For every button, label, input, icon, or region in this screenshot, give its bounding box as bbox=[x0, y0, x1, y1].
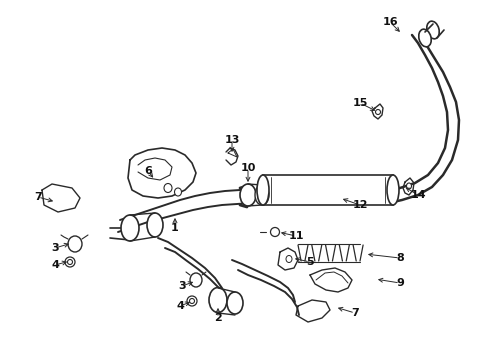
Ellipse shape bbox=[254, 185, 268, 205]
Text: 6: 6 bbox=[144, 166, 152, 176]
Text: 4: 4 bbox=[51, 260, 59, 270]
Text: 7: 7 bbox=[34, 192, 42, 202]
Text: 14: 14 bbox=[409, 190, 425, 200]
Ellipse shape bbox=[285, 256, 291, 262]
Ellipse shape bbox=[147, 213, 163, 237]
Ellipse shape bbox=[174, 188, 181, 196]
Ellipse shape bbox=[406, 183, 411, 189]
Text: 15: 15 bbox=[351, 98, 367, 108]
Text: 2: 2 bbox=[214, 313, 222, 323]
Ellipse shape bbox=[426, 21, 438, 39]
Ellipse shape bbox=[163, 184, 172, 193]
Ellipse shape bbox=[189, 298, 194, 303]
Text: 7: 7 bbox=[350, 308, 358, 318]
Text: 9: 9 bbox=[395, 278, 403, 288]
Ellipse shape bbox=[418, 29, 430, 47]
Ellipse shape bbox=[386, 175, 398, 205]
Ellipse shape bbox=[190, 273, 202, 287]
Ellipse shape bbox=[240, 184, 256, 206]
Ellipse shape bbox=[257, 175, 268, 205]
Text: 5: 5 bbox=[305, 257, 313, 267]
Ellipse shape bbox=[67, 260, 72, 265]
Bar bbox=[263, 175, 392, 205]
Ellipse shape bbox=[68, 236, 82, 252]
Text: 3: 3 bbox=[178, 281, 185, 291]
Ellipse shape bbox=[121, 215, 139, 241]
Text: 3: 3 bbox=[51, 243, 59, 253]
Text: 12: 12 bbox=[351, 200, 367, 210]
Ellipse shape bbox=[65, 257, 75, 267]
Ellipse shape bbox=[208, 288, 226, 312]
Text: 10: 10 bbox=[240, 163, 255, 173]
Ellipse shape bbox=[270, 228, 279, 237]
Text: 11: 11 bbox=[287, 231, 303, 241]
Text: 4: 4 bbox=[176, 301, 183, 311]
Ellipse shape bbox=[375, 109, 380, 114]
Text: 8: 8 bbox=[395, 253, 403, 263]
Text: 1: 1 bbox=[171, 223, 179, 233]
Ellipse shape bbox=[186, 296, 197, 306]
Text: 13: 13 bbox=[224, 135, 239, 145]
Ellipse shape bbox=[226, 292, 243, 314]
Text: 16: 16 bbox=[382, 17, 397, 27]
